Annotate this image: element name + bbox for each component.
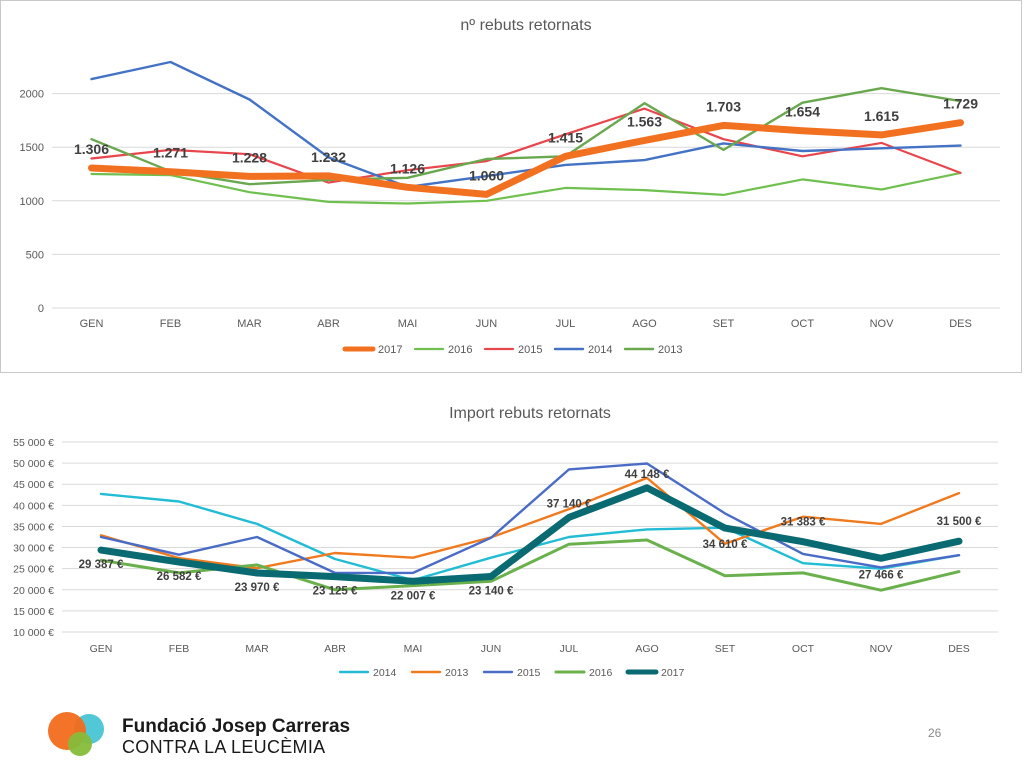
chart1-data-label: 1.271	[153, 145, 188, 161]
chart2-data-label: 23 125 €	[313, 586, 358, 598]
chart1-title: nº rebuts retornats	[460, 17, 591, 34]
chart2-xtick-label: JUL	[560, 643, 579, 655]
chart2-xtick-label: SET	[715, 643, 736, 655]
chart1-xtick-label: ABR	[317, 318, 340, 330]
chart1-data-label: 1.060	[469, 167, 504, 183]
chart1-data-label: 1.126	[390, 160, 425, 176]
chart2-ytick-label: 25 000 €	[13, 564, 54, 576]
chart1-data-label: 1.703	[706, 98, 741, 114]
chart1-xtick-label: JUN	[476, 318, 497, 330]
chart2-ytick-label: 15 000 €	[13, 606, 54, 618]
chart2-ytick-label: 35 000 €	[13, 521, 54, 533]
chart1-xtick-label: AGO	[632, 318, 657, 330]
chart2-xtick-label: JUN	[481, 643, 501, 655]
chart2-data-label: 31 500 €	[937, 516, 982, 528]
chart1-data-label: 1.563	[627, 113, 662, 129]
chart-frame	[0, 0, 1022, 373]
chart2-xtick-label: ABR	[324, 643, 346, 655]
chart2-series-2016-line	[99, 538, 961, 592]
chart1-xtick-label: MAI	[398, 318, 418, 330]
chart2-xtick-label: MAR	[245, 643, 269, 655]
chart1-ytick-label: 0	[38, 303, 44, 315]
chart1-ytick-label: 1500	[20, 142, 44, 154]
logo-name: Fundació Josep Carreras	[122, 716, 351, 737]
chart1-series-2014-line	[90, 60, 962, 189]
chart2-series-2015-line	[99, 462, 961, 575]
chart2-ytick-label: 30 000 €	[13, 543, 54, 555]
chart2-data-label: 23 970 €	[235, 582, 280, 594]
chart2-xtick-label: NOV	[870, 643, 893, 655]
chart2-data-label: 26 582 €	[157, 571, 202, 583]
chart1-ytick-label: 1000	[20, 196, 44, 208]
logo-circle-green	[68, 732, 92, 756]
chart2-series-2013-line	[99, 476, 961, 570]
chart1-legend-label-2017: 2017	[378, 344, 402, 356]
chart-rebuts-import: Import rebuts retornats 10 000 € 15 000 € 2…	[13, 405, 998, 679]
chart1-series-2013-line	[90, 86, 962, 186]
chart1-xtick-label: GEN	[80, 318, 104, 330]
chart1-data-label: 1.729	[943, 96, 978, 112]
chart1-xtick-label: DES	[949, 318, 972, 330]
chart1-xtick-label: NOV	[870, 318, 895, 330]
chart1-xtick-label: OCT	[791, 318, 815, 330]
chart1-ytick-label: 500	[26, 249, 44, 261]
chart2-data-label: 31 383 €	[781, 517, 826, 529]
chart2-legend-label-2014: 2014	[373, 667, 397, 679]
chart1-ytick-label: 2000	[20, 89, 44, 101]
chart2-ytick-label: 10 000 €	[13, 627, 54, 639]
chart1-data-label: 1.654	[785, 104, 820, 120]
chart1-legend-label-2016: 2016	[448, 344, 472, 356]
chart1-series-2015-line	[90, 107, 962, 184]
chart-rebuts-count: nº rebuts retornats 0 500 1000 1500 2000 GEN FE…	[20, 17, 1000, 356]
chart2-xtick-label: MAI	[404, 643, 423, 655]
chart1-series-2017-line	[88, 119, 964, 198]
chart2-legend-label-2016: 2016	[589, 667, 613, 679]
chart1-series-2016-line	[90, 171, 962, 205]
chart2-data-label: 44 148 €	[625, 469, 670, 481]
chart1-data-label: 1.228	[232, 149, 267, 165]
chart2-ytick-label: 40 000 €	[13, 500, 54, 512]
chart1-data-label: 1.615	[864, 108, 899, 124]
chart2-ytick-label: 50 000 €	[13, 458, 54, 470]
chart2-series-2017-line	[97, 484, 963, 585]
chart1-xtick-label: MAR	[237, 318, 262, 330]
chart1-legend-label-2013: 2013	[658, 344, 682, 356]
chart1-xtick-label: SET	[713, 318, 735, 330]
chart1-xtick-label: FEB	[160, 318, 181, 330]
chart1-data-label: 1.415	[548, 129, 583, 145]
chart2-xtick-label: GEN	[90, 643, 113, 655]
page-number: 26	[928, 726, 942, 740]
chart1-data-label: 1.232	[311, 149, 346, 165]
logo-subtitle: CONTRA LA LEUCÈMIA	[122, 737, 326, 757]
chart2-ytick-label: 20 000 €	[13, 585, 54, 597]
chart2-title: Import rebuts retornats	[449, 405, 611, 422]
chart1-data-label: 1.306	[74, 141, 109, 157]
chart2-data-label: 34 610 €	[703, 539, 748, 551]
chart1-legend-label-2015: 2015	[518, 344, 542, 356]
chart2-xtick-label: OCT	[792, 643, 815, 655]
chart2-ytick-label: 45 000 €	[13, 479, 54, 491]
footer-logo: Fundació Josep Carreras CONTRA LA LEUCÈM…	[48, 710, 368, 762]
chart2-data-label: 22 007 €	[391, 590, 436, 602]
chart2-xtick-label: DES	[948, 643, 970, 655]
chart2-data-label: 23 140 €	[469, 586, 514, 598]
chart2-data-label: 27 466 €	[859, 569, 904, 581]
chart2-xtick-label: AGO	[635, 643, 658, 655]
chart1-legend-label-2014: 2014	[588, 344, 612, 356]
chart2-ytick-label: 55 000 €	[13, 437, 54, 449]
chart2-data-label: 29 387 €	[79, 559, 124, 571]
chart2-xtick-label: FEB	[169, 643, 189, 655]
chart2-legend-label-2013: 2013	[445, 667, 469, 679]
chart1-xtick-label: JUL	[556, 318, 576, 330]
chart2-data-label: 37 140 €	[547, 498, 592, 510]
chart2-legend-label-2015: 2015	[517, 667, 541, 679]
chart2-legend-label-2017: 2017	[661, 667, 685, 679]
